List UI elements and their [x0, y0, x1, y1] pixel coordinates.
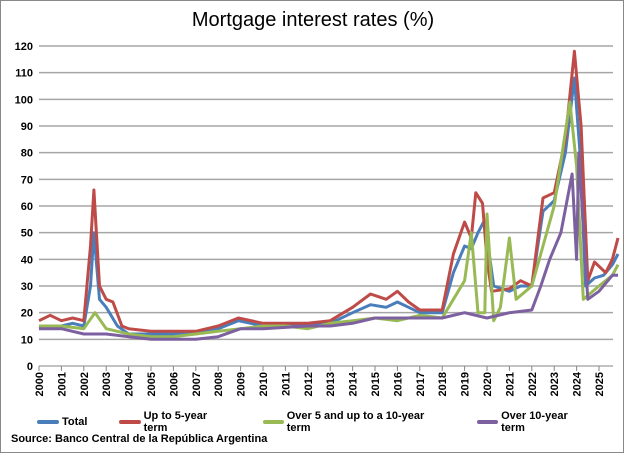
series-line-1 — [38, 49, 620, 333]
y-tick-label: 30 — [21, 281, 33, 293]
legend-swatch — [119, 420, 141, 424]
x-tick-label: 2012 — [303, 372, 315, 396]
y-tick-label: 0 — [27, 361, 33, 373]
x-tick-label: 2022 — [527, 372, 539, 396]
series-line-3 — [39, 151, 618, 341]
legend-item-total: Total — [37, 410, 87, 434]
x-tick-label: 2017 — [415, 372, 427, 396]
x-tick-label: 2003 — [101, 372, 113, 396]
legend-label: Total — [62, 416, 88, 428]
source-note: Source: Banco Central de la República Ar… — [11, 433, 268, 445]
y-tick-label: 120 — [15, 41, 33, 53]
x-tick-label: 2025 — [594, 372, 606, 396]
x-tick-label: 2000 — [34, 372, 46, 396]
y-tick-label: 110 — [15, 68, 33, 80]
y-tick-label: 50 — [21, 228, 33, 240]
y-tick-label: 70 — [21, 174, 33, 186]
legend-item-5-to-10: Over 5 and up to a 10-year term — [262, 410, 445, 434]
x-tick-label: 2005 — [146, 372, 158, 396]
legend-swatch — [37, 420, 59, 424]
x-tick-label: 2001 — [56, 372, 68, 396]
x-tick-label: 2011 — [280, 372, 292, 396]
series-line-2 — [39, 100, 620, 339]
x-tick-label: 2009 — [236, 372, 248, 396]
legend-label: Over 10-year term — [501, 410, 568, 434]
x-tick-label: 2019 — [460, 372, 472, 396]
y-tick-label: 90 — [21, 121, 33, 133]
x-tick-label: 2008 — [213, 372, 225, 396]
x-tick-label: 2004 — [124, 371, 136, 396]
x-tick-label: 2018 — [437, 372, 449, 396]
chart-title: Mortgage interest rates (%) — [191, 9, 435, 31]
x-tick-label: 2016 — [392, 372, 404, 396]
legend-label: Up to 5-year term — [143, 410, 208, 434]
x-tick-label: 2014 — [348, 371, 360, 396]
y-tick-label: 20 — [21, 308, 33, 320]
legend-item-over-10: Over 10-year term — [476, 410, 591, 434]
x-tick-label: 2024 — [572, 371, 584, 396]
x-tick-label: 2002 — [79, 372, 91, 396]
legend-label: Over 5 and up to a 10-year term — [286, 410, 425, 434]
y-tick-label: 100 — [15, 94, 33, 106]
y-tick-label: 40 — [21, 254, 33, 266]
y-tick-label: 80 — [21, 148, 33, 160]
x-tick-label: 2015 — [370, 372, 382, 396]
x-tick-label: 2023 — [549, 372, 561, 396]
legend: Total Up to 5-year term Over 5 and up to… — [37, 410, 623, 434]
y-tick-label: 60 — [21, 201, 33, 213]
x-tick-label: 2021 — [504, 372, 516, 396]
legend-swatch — [476, 420, 499, 424]
legend-item-up-to-5: Up to 5-year term — [119, 410, 230, 434]
x-tick-label: 2020 — [482, 372, 494, 396]
legend-swatch — [262, 420, 284, 424]
x-tick-label: 2006 — [168, 372, 180, 396]
x-tick-label: 2007 — [191, 372, 203, 396]
x-tick-label: 2010 — [258, 372, 270, 396]
x-tick-label: 2013 — [325, 372, 337, 396]
y-tick-label: 10 — [21, 334, 33, 346]
